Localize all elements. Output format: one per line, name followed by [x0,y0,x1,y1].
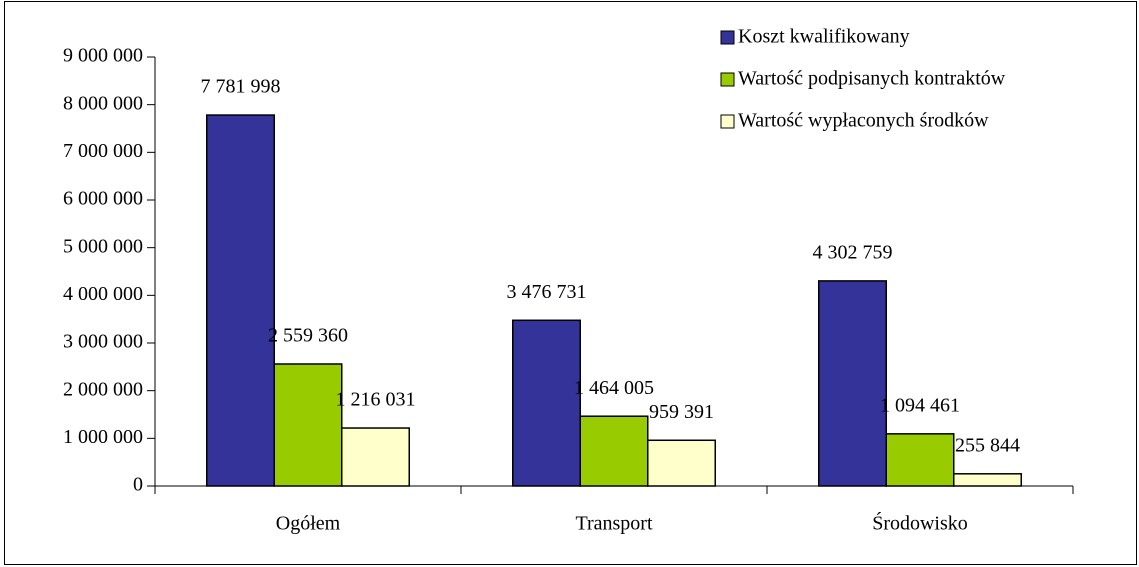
bar [579,415,649,487]
bar [273,363,343,487]
bar [206,114,275,487]
y-tick-label: 1 000 000 [63,426,143,448]
data-label: 3 476 731 [507,281,587,303]
y-tick-label: 8 000 000 [63,92,143,114]
y-tick-label: 0 [133,474,143,496]
x-tick-label: Ogółem [276,513,341,535]
data-label: 4 302 759 [813,241,893,263]
bar [885,433,955,487]
legend-swatch [720,30,735,45]
data-label: 1 464 005 [574,377,654,399]
data-label: 1 216 031 [336,389,416,411]
data-label: 1 094 461 [880,394,960,416]
y-tick-label: 3 000 000 [63,331,143,353]
y-tick-label: 9 000 000 [63,45,143,67]
bar [647,439,716,487]
data-label: 255 844 [955,434,1020,456]
legend-label: Wartość wypłaconych środków [738,110,989,132]
y-tick-label: 7 000 000 [63,140,143,162]
x-tick-label: Transport [575,513,652,535]
legend-label: Wartość podpisanych kontraktów [738,68,1006,90]
legend-swatch [720,114,735,129]
y-tick-label: 6 000 000 [63,188,143,210]
legend-swatch [720,72,735,87]
bar [818,280,887,487]
y-tick-label: 4 000 000 [63,283,143,305]
y-tick-label: 2 000 000 [63,378,143,400]
data-label: 959 391 [649,401,714,423]
data-label: 2 559 360 [268,325,348,347]
y-tick-label: 5 000 000 [63,235,143,257]
legend-label: Koszt kwalifikowany [738,26,910,48]
bar [512,319,581,487]
data-label: 7 781 998 [201,76,281,98]
bar [953,473,1022,487]
bar [341,427,410,487]
x-tick-label: Środowisko [872,511,968,535]
